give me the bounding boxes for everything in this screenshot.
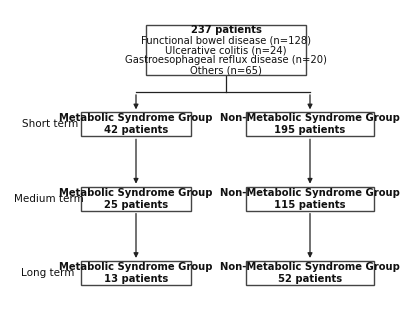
Text: 195 patients: 195 patients: [274, 125, 346, 135]
Text: Gastroesophageal reflux disease (n=20): Gastroesophageal reflux disease (n=20): [125, 55, 327, 65]
Text: 52 patients: 52 patients: [278, 274, 342, 284]
Text: 237 patients: 237 patients: [190, 25, 262, 35]
FancyBboxPatch shape: [246, 112, 374, 136]
Text: 25 patients: 25 patients: [104, 200, 168, 210]
Text: Medium term: Medium term: [14, 194, 84, 203]
FancyBboxPatch shape: [81, 186, 191, 211]
Text: 115 patients: 115 patients: [274, 200, 346, 210]
FancyBboxPatch shape: [146, 25, 306, 75]
Text: Metabolic Syndrome Group: Metabolic Syndrome Group: [59, 262, 213, 272]
Text: 42 patients: 42 patients: [104, 125, 168, 135]
FancyBboxPatch shape: [81, 261, 191, 285]
Text: Non-Metabolic Syndrome Group: Non-Metabolic Syndrome Group: [220, 262, 400, 272]
FancyBboxPatch shape: [81, 112, 191, 136]
Text: Non-Metabolic Syndrome Group: Non-Metabolic Syndrome Group: [220, 113, 400, 123]
Text: Others (n=65): Others (n=65): [190, 65, 262, 75]
Text: Metabolic Syndrome Group: Metabolic Syndrome Group: [59, 188, 213, 198]
Text: Non-Metabolic Syndrome Group: Non-Metabolic Syndrome Group: [220, 188, 400, 198]
Text: Functional bowel disease (n=128): Functional bowel disease (n=128): [141, 35, 311, 45]
FancyBboxPatch shape: [246, 186, 374, 211]
FancyBboxPatch shape: [246, 261, 374, 285]
Text: 13 patients: 13 patients: [104, 274, 168, 284]
Text: Metabolic Syndrome Group: Metabolic Syndrome Group: [59, 113, 213, 123]
Text: Long term: Long term: [21, 268, 74, 278]
Text: Short term: Short term: [22, 120, 78, 129]
Text: Ulcerative colitis (n=24): Ulcerative colitis (n=24): [165, 45, 287, 55]
